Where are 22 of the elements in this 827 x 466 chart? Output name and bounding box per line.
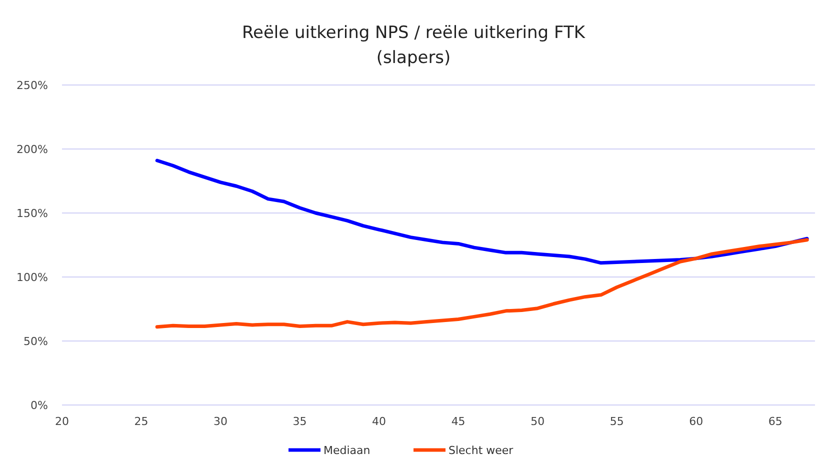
- chart-title: Reële uitkering NPS / reële uitkering FTK: [242, 23, 586, 43]
- y-tick-label: 50%: [24, 335, 48, 348]
- chart-subtitle: (slapers): [376, 48, 451, 68]
- x-tick-label: 65: [768, 415, 782, 428]
- x-tick-label: 30: [214, 415, 228, 428]
- y-tick-label: 200%: [16, 143, 48, 156]
- y-tick-label: 150%: [16, 207, 48, 220]
- y-tick-label: 100%: [16, 271, 48, 284]
- legend-label: Mediaan: [324, 444, 370, 457]
- x-tick-label: 20: [55, 415, 69, 428]
- x-tick-label: 40: [372, 415, 386, 428]
- legend-label: Slecht weer: [448, 444, 514, 457]
- x-tick-label: 45: [451, 415, 466, 428]
- x-tick-label: 60: [689, 415, 704, 428]
- x-tick-label: 35: [292, 415, 307, 428]
- line-series: [155, 238, 809, 329]
- x-tick-label: 50: [530, 415, 545, 428]
- x-tick-label: 55: [610, 415, 624, 428]
- x-tick-label: 25: [134, 415, 148, 428]
- y-tick-label: 0%: [30, 399, 48, 412]
- y-tick-label: 250%: [16, 79, 48, 92]
- line-series: [155, 158, 809, 265]
